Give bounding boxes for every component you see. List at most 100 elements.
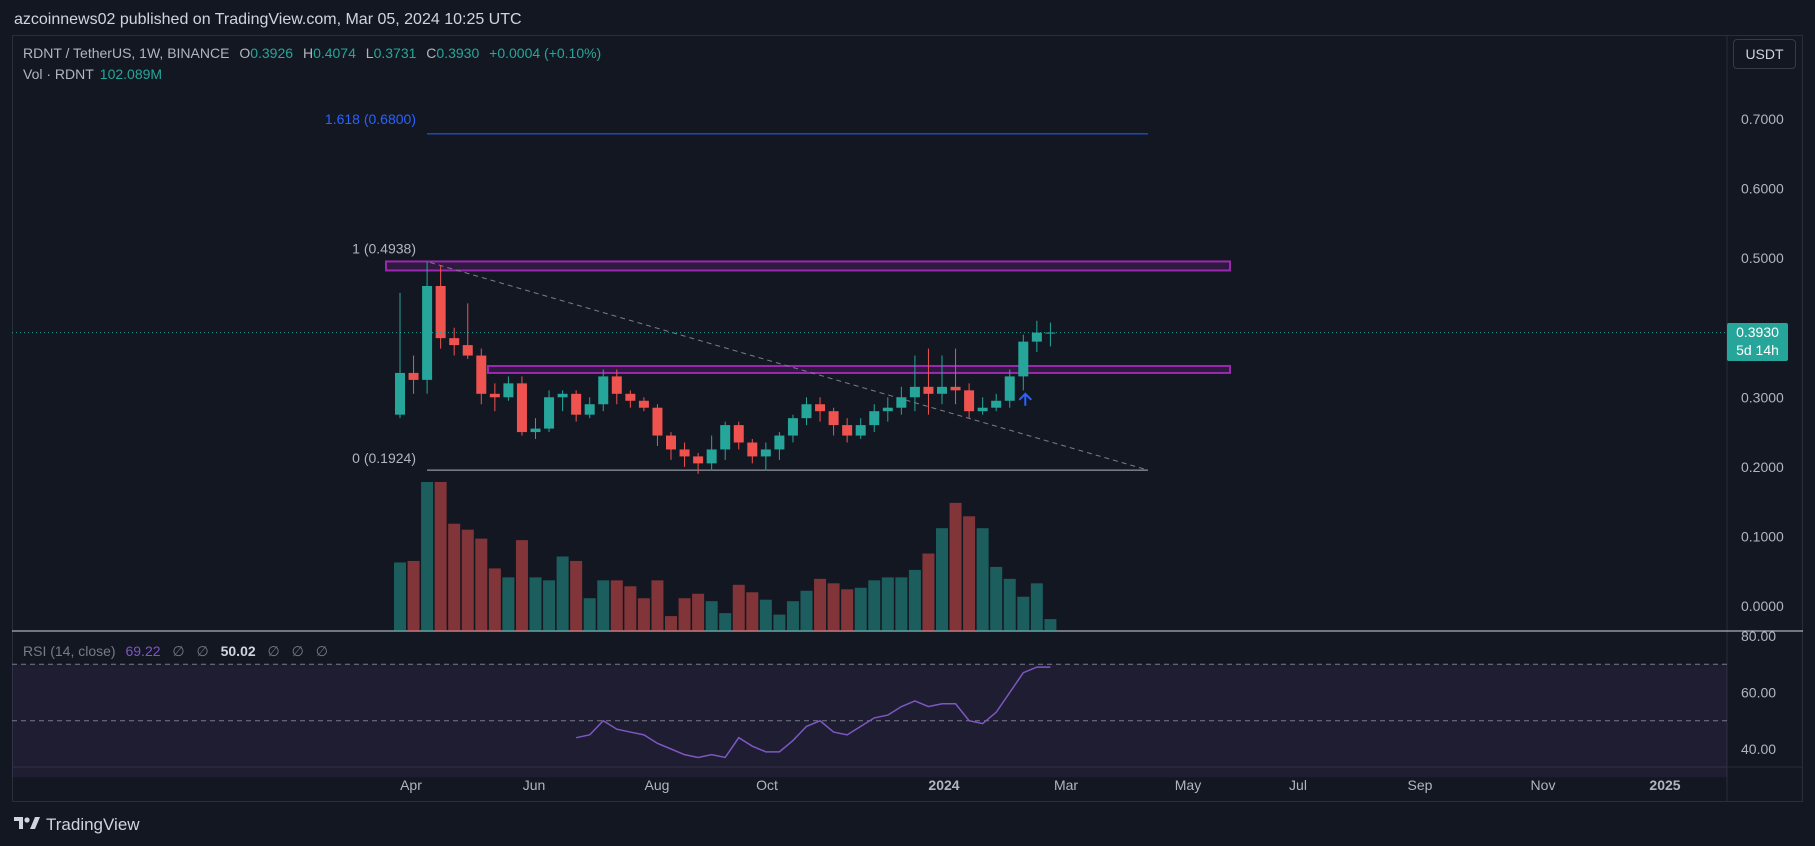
- volume-bar: [515, 540, 528, 631]
- volume-bar: [610, 580, 623, 631]
- candle-body: [855, 425, 866, 436]
- candle-body: [1018, 341, 1029, 377]
- footer-brand[interactable]: TradingView: [14, 815, 140, 835]
- brand-name: TradingView: [46, 815, 140, 834]
- rsi-tick-label: 80.00: [1741, 628, 1776, 644]
- volume-bar: [448, 523, 461, 631]
- volume-bar: [1017, 596, 1030, 631]
- currency-button[interactable]: USDT: [1733, 39, 1796, 69]
- candle: [964, 383, 975, 419]
- time-tick-label: 2025: [1649, 777, 1680, 793]
- candle-body: [408, 372, 419, 380]
- descending-trendline: [429, 261, 1149, 471]
- candle-body: [476, 355, 487, 394]
- candle-body: [666, 435, 676, 450]
- last-price-tag: 0.3930 5d 14h: [1727, 323, 1788, 361]
- candle: [625, 390, 636, 408]
- candle: [1018, 334, 1029, 391]
- rsi-tick-label: 60.00: [1741, 685, 1776, 701]
- candle-body: [611, 376, 622, 394]
- symbol-name[interactable]: RDNT / TetherUS, 1W, BINANCE: [23, 45, 230, 61]
- volume-bar: [773, 614, 786, 631]
- time-tick-label: Jun: [523, 777, 546, 793]
- chart-frame[interactable]: [12, 35, 1803, 802]
- candle: [638, 397, 649, 412]
- rsi-placeholder: ∅: [291, 643, 304, 659]
- candle: [733, 421, 744, 450]
- price-tick-label: 0.0000: [1741, 598, 1784, 614]
- candle-body: [706, 449, 717, 464]
- candle: [896, 386, 907, 415]
- candle: [544, 390, 555, 433]
- tradingview-logo-icon: [14, 815, 40, 835]
- rsi-placeholder: ∅: [196, 643, 209, 659]
- volume-bar: [963, 516, 976, 631]
- candle-body: [489, 393, 500, 398]
- candle: [489, 383, 500, 412]
- candle: [882, 397, 893, 422]
- volume-bar: [732, 584, 745, 631]
- price-tick-label: 0.2000: [1741, 459, 1784, 475]
- candle: [693, 452, 704, 474]
- volume-bar: [746, 592, 759, 631]
- candle-body: [977, 407, 988, 412]
- candle: [869, 404, 880, 433]
- volume-label[interactable]: Vol · RDNT: [23, 66, 94, 82]
- candle: [435, 265, 446, 349]
- volume-bar: [434, 482, 447, 631]
- volume-bar: [583, 598, 596, 631]
- candle-body: [625, 393, 636, 401]
- volume-bar: [461, 529, 474, 631]
- low-value: 0.3731: [373, 45, 417, 61]
- fib-0-label: 0 (0.1924): [352, 450, 416, 466]
- up-arrow-icon: [1018, 392, 1033, 406]
- candle: [923, 348, 934, 415]
- time-tick-label: Apr: [400, 777, 422, 793]
- open-label: O: [239, 45, 251, 61]
- high-value: 0.4074: [313, 45, 356, 61]
- candle: [977, 397, 988, 415]
- rsi-label[interactable]: RSI (14, close): [23, 643, 116, 659]
- candle-body: [896, 397, 907, 408]
- rsi-tick-label: 40.00: [1741, 741, 1776, 757]
- volume-bar: [597, 580, 610, 631]
- volume-bar: [556, 556, 569, 631]
- volume-bar: [800, 590, 813, 631]
- volume-bar: [678, 598, 691, 631]
- candle-body: [679, 449, 690, 457]
- candle-body: [1031, 332, 1042, 342]
- volume-bar: [719, 613, 732, 631]
- candle-body: [774, 435, 785, 450]
- volume-bar: [637, 598, 650, 631]
- volume-bar: [881, 577, 894, 631]
- open-value: 0.3926: [250, 45, 294, 61]
- volume-bar: [543, 580, 556, 631]
- volume-bar: [570, 560, 583, 631]
- volume-bar: [922, 553, 935, 631]
- candle: [611, 369, 622, 405]
- volume-bar: [692, 593, 705, 631]
- volume-bar: [529, 577, 542, 631]
- candle-body: [435, 285, 446, 339]
- volume-bar: [475, 538, 488, 631]
- candle-body: [801, 404, 812, 419]
- candle: [991, 393, 1002, 412]
- candle: [557, 390, 568, 412]
- candle-body: [991, 400, 1002, 408]
- time-tick-label: Oct: [756, 777, 778, 793]
- volume-bar: [651, 580, 664, 631]
- time-tick-label: Aug: [645, 777, 670, 793]
- candle: [801, 397, 812, 426]
- candle-body: [760, 449, 771, 457]
- candle-body: [422, 285, 433, 380]
- volume-bar: [936, 528, 948, 631]
- fib-1-label: 1 (0.4938): [352, 240, 416, 256]
- candle-body: [530, 428, 541, 433]
- candle: [422, 261, 433, 394]
- volume-bar: [786, 601, 799, 631]
- change-value: +0.0004 (+0.10%): [489, 45, 602, 61]
- candle: [462, 303, 473, 360]
- candle-body: [923, 386, 934, 394]
- last-price: 0.3930: [1736, 324, 1779, 340]
